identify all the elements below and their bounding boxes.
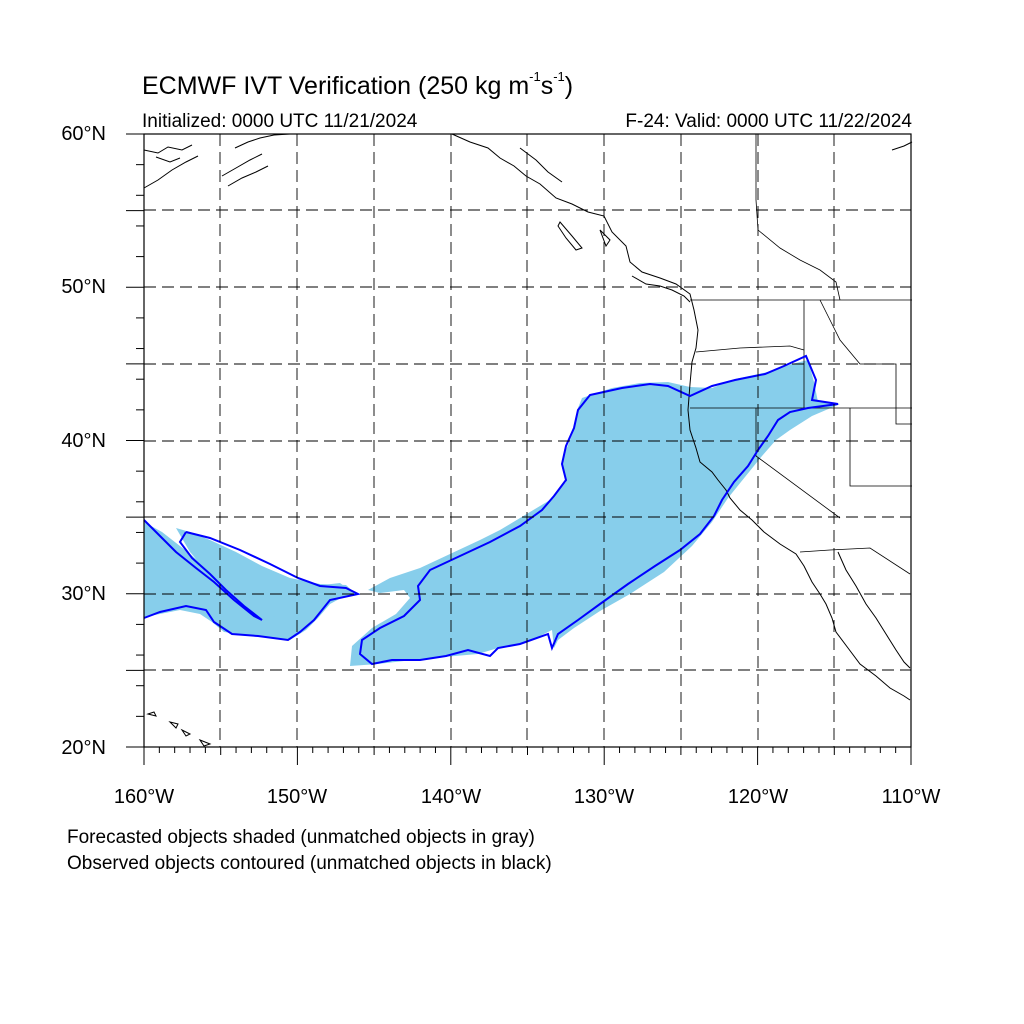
axis-ticks xyxy=(126,133,912,765)
coastline-hawaii xyxy=(146,711,212,747)
coastline-alaska-south xyxy=(143,133,306,189)
lon-label-110w: 110°W xyxy=(881,786,941,808)
border-id-mt xyxy=(803,299,912,425)
political-borders xyxy=(690,134,912,575)
lon-label-140w: 140°W xyxy=(420,786,482,808)
coastline-baja-gulf xyxy=(837,551,911,669)
border-us-mexico xyxy=(799,547,911,575)
lat-label-30n: 30°N xyxy=(61,583,106,605)
border-or-wa xyxy=(695,345,805,353)
lat-label-50n: 50°N xyxy=(61,276,106,298)
valid-time: F-24: Valid: 0000 UTC 11/22/2024 xyxy=(625,111,912,132)
observed-object-main-ar xyxy=(358,354,839,666)
initialized-time: Initialized: 0000 UTC 11/21/2024 xyxy=(142,111,418,132)
map-frame xyxy=(143,133,912,748)
lon-label-150w: 150°W xyxy=(266,786,328,808)
forecast-object-west-ar xyxy=(144,522,352,640)
lat-label-60n: 60°N xyxy=(61,123,106,145)
border-ca-nv xyxy=(755,408,841,519)
observed-objects xyxy=(143,354,839,666)
border-nv-az xyxy=(849,408,912,487)
lat-label-40n: 40°N xyxy=(61,430,106,452)
forecast-object-west-arm xyxy=(176,528,356,619)
coastline-arctic-east xyxy=(891,141,913,151)
lon-label-130w: 130°W xyxy=(573,786,635,808)
forecast-objects xyxy=(144,360,840,666)
lon-label-120w: 120°W xyxy=(727,786,789,808)
gridlines xyxy=(144,134,911,747)
coastline-us-west xyxy=(687,329,911,701)
coastlines xyxy=(143,133,913,747)
caption-forecast: Forecasted objects shaded (unmatched obj… xyxy=(67,827,535,848)
border-bc-ab xyxy=(757,229,841,301)
lon-label-160w: 160°W xyxy=(113,786,175,808)
figure-title: ECMWF IVT Verification (250 kg m-1s-1) xyxy=(142,68,574,100)
lat-label-20n: 20°N xyxy=(61,737,106,759)
forecast-object-main-ar xyxy=(350,360,840,666)
caption-observed: Observed objects contoured (unmatched ob… xyxy=(67,853,552,874)
observed-object-west-upper xyxy=(143,519,361,642)
coastline-bc-alaska-panhandle xyxy=(451,133,699,331)
border-alaska-canada xyxy=(755,134,759,231)
